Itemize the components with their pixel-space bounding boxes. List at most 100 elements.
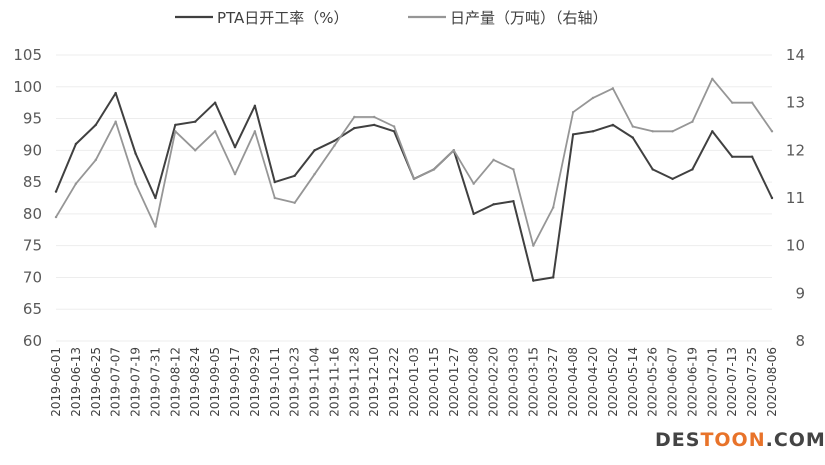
x-tick-label: 2019-07-31 bbox=[148, 347, 162, 417]
series-1-point bbox=[472, 212, 475, 216]
x-tick-label: 2019-12-22 bbox=[387, 347, 401, 417]
x-tick-label: 2020-01-03 bbox=[407, 347, 421, 417]
series-2-point bbox=[74, 182, 78, 185]
series-2-point bbox=[432, 168, 436, 171]
series-1-point bbox=[770, 196, 774, 200]
series-2-point bbox=[114, 120, 117, 123]
series-2-point bbox=[472, 182, 475, 185]
series-1-point bbox=[213, 101, 217, 104]
series-1-point bbox=[691, 168, 694, 171]
series-line-2 bbox=[55, 77, 773, 247]
series-1-point bbox=[750, 155, 754, 158]
x-tick-label: 2020-02-20 bbox=[487, 347, 501, 417]
series-2-point bbox=[571, 111, 575, 114]
series-2-point bbox=[532, 244, 535, 247]
x-tick-label: 2019-11-04 bbox=[308, 347, 322, 417]
y-left-tick-label: 85 bbox=[23, 173, 42, 191]
series-2-point bbox=[671, 130, 674, 133]
watermark-part3: .COM bbox=[766, 429, 825, 451]
x-tick-label: 2020-01-15 bbox=[427, 347, 441, 417]
y-left-tick-label: 80 bbox=[23, 205, 42, 223]
x-tick-label: 2020-07-01 bbox=[705, 347, 719, 417]
series-2-point bbox=[253, 130, 257, 133]
x-tick-label: 2020-01-27 bbox=[447, 347, 461, 417]
series-1-point bbox=[273, 180, 276, 184]
x-tick-label: 2020-05-14 bbox=[626, 347, 640, 417]
y-left-tick-label: 65 bbox=[23, 300, 42, 318]
series-1-point bbox=[253, 104, 257, 108]
series-2-point bbox=[154, 225, 157, 228]
series-1-point bbox=[134, 152, 137, 155]
series-2-point bbox=[651, 130, 654, 133]
x-tick-label: 2020-03-27 bbox=[546, 347, 560, 417]
x-tick-label: 2019-06-25 bbox=[89, 347, 103, 417]
y-right-tick-label: 13 bbox=[786, 94, 805, 112]
y-right-tick-label: 11 bbox=[786, 189, 805, 207]
series-2-point bbox=[591, 96, 595, 100]
y-right-tick-label: 12 bbox=[786, 141, 805, 159]
x-tick-label: 2020-08-06 bbox=[765, 347, 779, 417]
x-tick-label: 2020-07-25 bbox=[745, 347, 759, 417]
x-tick-label: 2019-09-17 bbox=[228, 347, 242, 417]
series-1-point bbox=[532, 279, 535, 282]
y-left-tick-label: 60 bbox=[23, 332, 42, 350]
series-2-point bbox=[691, 120, 694, 123]
series-2-point bbox=[631, 125, 634, 128]
x-tick-label: 2020-04-08 bbox=[566, 347, 580, 417]
x-tick-label: 2020-02-08 bbox=[467, 347, 481, 417]
series-1-point bbox=[154, 196, 157, 200]
x-tick-label: 2019-08-24 bbox=[188, 347, 202, 417]
x-tick-label: 2019-07-07 bbox=[109, 347, 123, 417]
x-tick-label: 2019-07-19 bbox=[129, 347, 143, 417]
series-2-point bbox=[134, 182, 137, 185]
x-tick-label: 2019-06-13 bbox=[69, 347, 83, 417]
series-1-point bbox=[571, 133, 575, 136]
series-2-point bbox=[233, 172, 237, 176]
x-tick-label: 2019-09-29 bbox=[248, 347, 262, 417]
x-tick-label: 2019-11-16 bbox=[327, 347, 341, 417]
x-axis: 2019-06-01 2019-06-13 2019-06-25 2019-07-07… bbox=[49, 347, 779, 417]
series-1-point bbox=[233, 145, 237, 149]
series-2-point bbox=[392, 125, 396, 128]
series-1-point bbox=[313, 149, 316, 152]
watermark-part2: TOON bbox=[700, 429, 765, 451]
series-2-point bbox=[353, 115, 356, 119]
x-tick-label: 2020-06-19 bbox=[685, 347, 699, 417]
y-left-tick-label: 105 bbox=[13, 46, 42, 64]
watermark-logo: DESTOON.COM bbox=[655, 429, 825, 451]
series-2-point bbox=[750, 101, 754, 104]
y-right-tick-label: 8 bbox=[795, 332, 805, 350]
series-1-point bbox=[94, 123, 97, 127]
series-1-point bbox=[114, 91, 117, 95]
watermark-part1: DES bbox=[655, 429, 700, 451]
x-tick-label: 2019-11-28 bbox=[347, 347, 361, 417]
x-tick-label: 2020-05-26 bbox=[646, 347, 660, 417]
x-tick-label: 2019-12-10 bbox=[367, 347, 381, 417]
y-left-tick-label: 75 bbox=[23, 237, 42, 255]
x-tick-label: 2020-05-02 bbox=[606, 347, 620, 417]
series-2-point bbox=[313, 172, 316, 176]
series-2-point bbox=[273, 196, 276, 200]
series-2-point bbox=[731, 101, 734, 104]
y-left-tick-label: 70 bbox=[23, 268, 42, 286]
series-1-point bbox=[591, 130, 595, 133]
series-layer bbox=[54, 77, 774, 282]
series-1-point bbox=[353, 126, 356, 130]
series-1-point bbox=[392, 130, 396, 133]
series-2-point bbox=[94, 158, 97, 162]
x-tick-label: 2020-03-15 bbox=[526, 347, 540, 417]
legend-label-output: 日产量（万吨）（右轴） bbox=[450, 9, 608, 27]
series-2-point bbox=[412, 177, 416, 181]
x-tick-label: 2019-08-12 bbox=[168, 347, 182, 417]
grid-layer bbox=[56, 54, 772, 342]
x-tick-label: 2020-04-20 bbox=[586, 347, 600, 417]
legend-label-pta: PTA日开工率（%） bbox=[217, 9, 349, 27]
x-tick-label: 2020-07-13 bbox=[725, 347, 739, 417]
x-tick-label: 2020-06-07 bbox=[666, 347, 680, 417]
series-1-point bbox=[611, 123, 615, 127]
series-1-point bbox=[293, 174, 296, 177]
series-1-point bbox=[731, 155, 734, 158]
series-2-point bbox=[194, 149, 197, 152]
